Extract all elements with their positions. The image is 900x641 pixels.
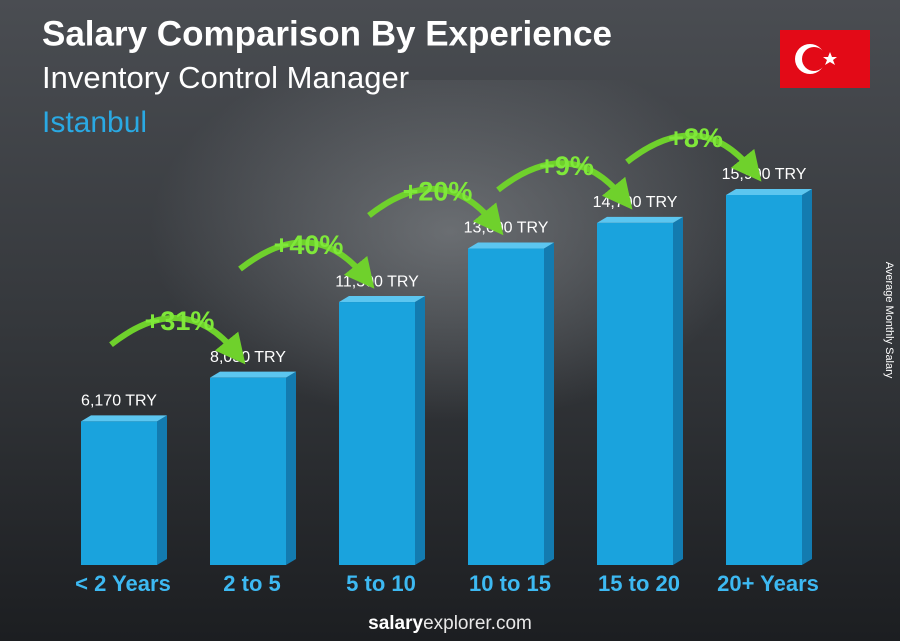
x-tick-label: < 2 Years — [75, 571, 171, 596]
location: Istanbul — [42, 106, 147, 139]
bar-top — [339, 296, 425, 303]
value-label: 13,600 TRY — [464, 220, 549, 237]
flag-crescent-cut — [802, 47, 826, 71]
change-arrow — [367, 185, 504, 236]
change-arrow — [109, 315, 246, 365]
bar-side — [286, 371, 296, 565]
x-tick-label: 20+ Years — [717, 571, 819, 596]
bar — [726, 195, 802, 565]
change-arrow — [496, 160, 633, 210]
change-arrow — [625, 132, 762, 182]
change-label: +9% — [539, 151, 594, 181]
chart-subtitle: Inventory Control Manager — [42, 60, 409, 95]
bar-side — [544, 242, 554, 565]
x-tick-label: 5 to 10 — [346, 571, 416, 596]
footer: salaryexplorer.com — [368, 613, 532, 634]
footer-brand: salary — [368, 613, 423, 634]
change-label: +31% — [145, 306, 215, 336]
bar — [468, 248, 544, 565]
bar-side — [157, 415, 167, 565]
x-tick-label: 2 to 5 — [223, 571, 280, 596]
bar-side — [415, 296, 425, 565]
value-label: 11,300 TRY — [335, 273, 419, 290]
value-label: 14,700 TRY — [593, 194, 678, 211]
bar — [81, 421, 157, 565]
bar-top — [726, 189, 812, 195]
bar-top — [468, 242, 554, 249]
bar-top — [210, 371, 296, 378]
flag-star — [823, 52, 837, 65]
flag — [780, 30, 870, 88]
bar — [339, 302, 415, 565]
bar-side — [802, 189, 812, 565]
value-label: 8,050 TRY — [210, 349, 286, 366]
bar-top — [81, 415, 167, 422]
bar-side — [673, 216, 683, 565]
value-label: 6,170 TRY — [81, 393, 157, 410]
change-label: +20% — [403, 177, 473, 207]
bar — [210, 377, 286, 565]
change-arrow — [238, 239, 375, 289]
y-axis-label: Average Monthly Salary — [883, 262, 895, 379]
value-label: 15,900 TRY — [722, 166, 807, 183]
bar-top — [597, 216, 683, 223]
x-tick-label: 15 to 20 — [598, 571, 680, 596]
change-label: +40% — [274, 230, 344, 260]
bar — [597, 222, 673, 565]
x-tick-label: 10 to 15 — [469, 571, 551, 596]
change-label: +8% — [668, 123, 723, 153]
chart-title: Salary Comparison By Experience — [42, 14, 612, 53]
footer-domain: explorer.com — [423, 613, 532, 634]
